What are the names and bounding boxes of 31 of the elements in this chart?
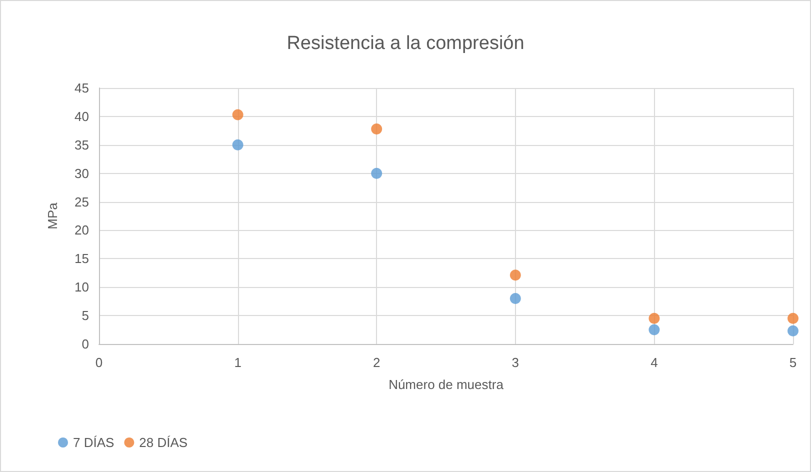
point	[371, 168, 382, 179]
y-tick-label: 15	[74, 251, 89, 266]
point	[232, 109, 244, 120]
y-tick-label: 35	[74, 137, 89, 152]
point	[510, 292, 521, 304]
y-tick-label: 30	[74, 166, 89, 181]
x-axis-title: Número de muestra	[388, 377, 504, 392]
point	[371, 123, 382, 134]
point	[232, 139, 244, 150]
y-tick-label: 5	[82, 308, 89, 324]
y-tick-label: 10	[74, 280, 89, 295]
point	[788, 325, 798, 336]
point	[510, 270, 521, 281]
point	[648, 312, 660, 324]
legend-label: 7 DÍAS	[73, 435, 115, 450]
y-tick-label: 0	[82, 336, 89, 352]
x-tick-label: 2	[372, 355, 380, 370]
y-tick-label: 45	[74, 80, 89, 96]
point	[648, 324, 660, 336]
legend-label: 28 DÍAS	[139, 435, 188, 450]
x-tick-label: 3	[512, 355, 520, 370]
x-tick-label: 5	[789, 355, 797, 370]
point	[788, 312, 798, 324]
x-tick-label: 0	[95, 355, 103, 370]
y-axis-title: MPa	[45, 202, 60, 230]
y-tick-label: 40	[74, 108, 89, 124]
y-tick-label: 25	[74, 194, 89, 210]
y-tick-label: 20	[74, 222, 89, 238]
x-tick-label: 4	[650, 355, 658, 370]
chart-title: Resistencia a la compresión	[286, 33, 524, 54]
x-tick-label: 1	[234, 355, 242, 370]
